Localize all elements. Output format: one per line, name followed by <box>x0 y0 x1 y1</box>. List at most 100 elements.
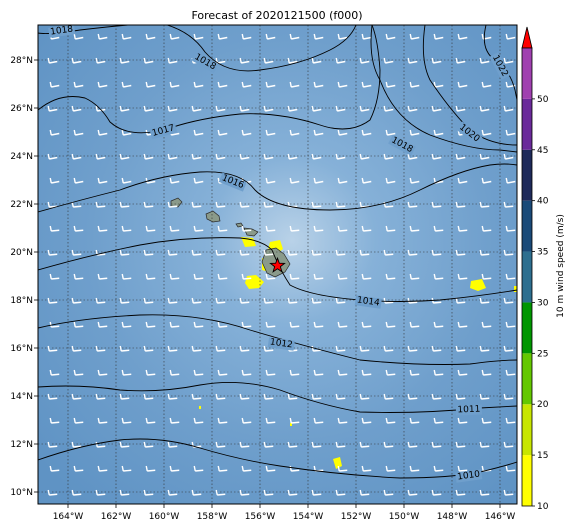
wind-barb <box>73 177 84 184</box>
wind-barb <box>71 345 82 352</box>
wind-barb <box>335 441 346 448</box>
wind-barb <box>191 297 202 304</box>
wind-barb <box>385 321 396 328</box>
wind-barb <box>287 57 298 64</box>
wind-barb <box>167 153 178 160</box>
wind-barb <box>359 249 370 256</box>
wind-barb <box>385 177 396 184</box>
wind-barb <box>479 489 490 496</box>
wind-barb <box>119 57 130 64</box>
wind-barb <box>265 129 276 136</box>
colorbar-tick-label: 25 <box>537 349 548 359</box>
wind-barb <box>97 321 108 328</box>
wind-barb <box>289 177 300 184</box>
wind-barb <box>409 369 420 376</box>
wind-barb <box>215 489 226 496</box>
wind-barb <box>479 297 490 304</box>
colorbar: 10 15 20 25 30 35 40 45 50 10 m wind speed (m/s) <box>521 26 566 512</box>
wind-barb <box>503 441 514 448</box>
wind-barb <box>361 225 372 232</box>
wind-barb <box>289 33 300 40</box>
wind-barb <box>169 321 180 328</box>
wind-barb <box>383 201 394 208</box>
wind-barb <box>383 393 394 400</box>
colorbar-tick-label: 15 <box>537 451 548 461</box>
colorbar-segment <box>522 404 532 456</box>
wind-barb <box>217 129 228 136</box>
wind-barb <box>193 177 204 184</box>
wind-barb <box>145 417 156 424</box>
wind-barb <box>479 249 490 256</box>
wind-barb <box>455 153 466 160</box>
wind-barb <box>289 225 300 232</box>
map-panel: 1018 1018 1017 1016 1018 1020 1022 1014 … <box>38 25 517 504</box>
wind-barb <box>503 249 514 256</box>
wind-barb <box>241 417 252 424</box>
wind-barb <box>361 81 372 88</box>
wind-barb <box>217 321 228 328</box>
wind-barb <box>505 465 516 472</box>
wind-barb <box>121 273 132 280</box>
wind-barb <box>193 417 204 424</box>
wind-barb <box>263 57 274 64</box>
wind-barb <box>191 489 202 496</box>
wind-barb <box>289 417 300 424</box>
wind-barb <box>47 441 58 448</box>
wind-barb <box>265 225 276 232</box>
wind-barb <box>481 369 492 376</box>
lon-tick-label: 164°W <box>53 512 84 522</box>
wind-barb <box>145 33 156 40</box>
wind-barb <box>145 177 156 184</box>
colorbar-segment <box>522 302 532 354</box>
colorbar-segment <box>522 251 532 303</box>
wind-barb <box>505 129 516 136</box>
wind-barb <box>119 393 130 400</box>
isobar-1011 <box>38 381 517 413</box>
wind-barb <box>47 489 58 496</box>
colorbar-tick-label: 30 <box>537 298 549 308</box>
wind-barb <box>71 489 82 496</box>
wind-barb <box>479 345 490 352</box>
wind-barb <box>311 297 322 304</box>
isobar-label: 1012 <box>269 337 293 350</box>
wind-barb <box>455 393 466 400</box>
wind-barb <box>481 225 492 232</box>
wind-barb <box>265 321 276 328</box>
wind-barb <box>71 393 82 400</box>
wind-barb <box>263 345 274 352</box>
wind-barb <box>215 153 226 160</box>
wind-barb <box>167 345 178 352</box>
lat-tick-labels: 10°N 12°N 14°N 16°N 18°N 20°N 22°N 24°N … <box>10 56 33 498</box>
wind-barb <box>73 225 84 232</box>
wind-barb <box>431 57 442 64</box>
wind-barb <box>265 369 276 376</box>
wind-barb <box>311 345 322 352</box>
wind-barb <box>119 297 130 304</box>
colorbar-segment <box>522 98 532 150</box>
wind-barb <box>217 225 228 232</box>
wind-barb <box>409 129 420 136</box>
kauai-island <box>170 197 183 208</box>
wind-barb <box>481 177 492 184</box>
wind-barb <box>455 201 466 208</box>
wind-barb <box>97 273 108 280</box>
wind-barb <box>241 321 252 328</box>
wind-barb <box>289 273 300 280</box>
lon-tick-labels: 164°W 162°W 160°W 158°W 156°W 154°W 152°… <box>53 512 516 522</box>
wind-barb <box>143 393 154 400</box>
wind-barb <box>97 81 108 88</box>
lat-tick-label: 18°N <box>10 296 33 306</box>
wind-barb <box>191 105 202 112</box>
wind-barb <box>433 81 444 88</box>
wind-barb <box>241 273 252 280</box>
wind-barb <box>335 105 346 112</box>
wind-barb <box>455 345 466 352</box>
wind-barb <box>383 249 394 256</box>
wind-barb <box>505 33 516 40</box>
wind-barb <box>193 465 204 472</box>
wind-barb <box>407 345 418 352</box>
lon-tick-label: 150°W <box>389 512 420 522</box>
wind-barb <box>431 489 442 496</box>
wind-barb <box>407 57 418 64</box>
wind-barb <box>49 273 60 280</box>
